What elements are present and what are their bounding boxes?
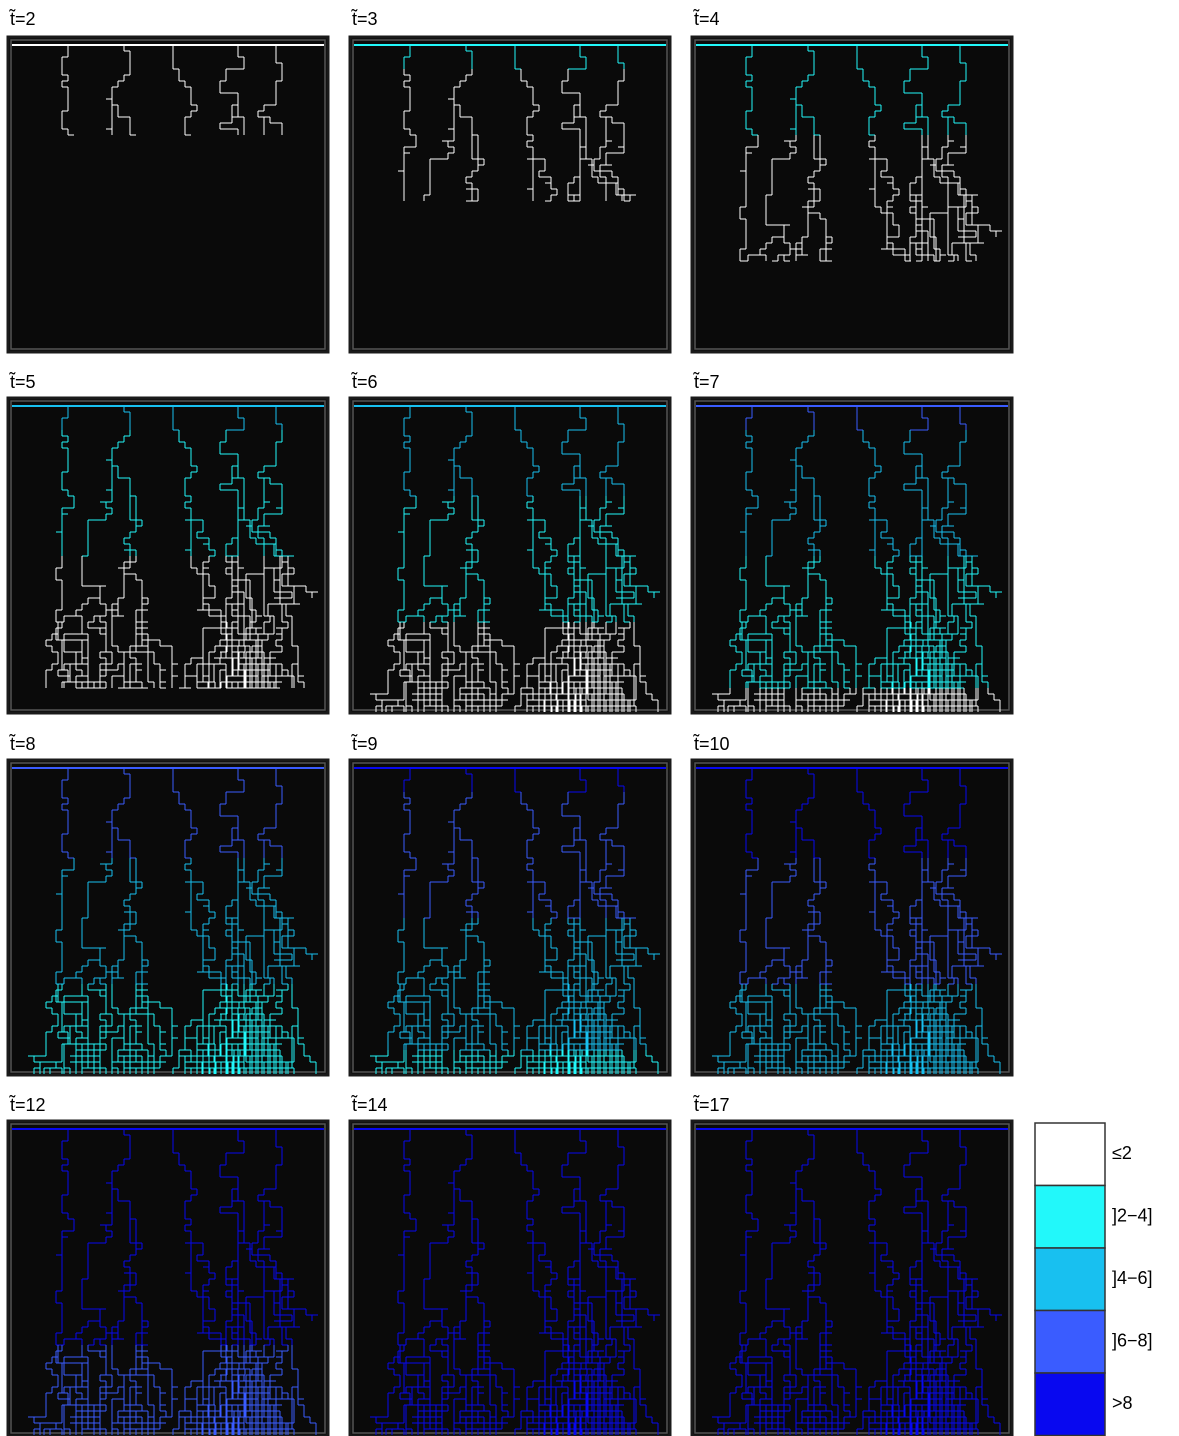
- panel-label: t̃=3: [350, 8, 377, 28]
- panel-inner-frame: [10, 762, 326, 1073]
- panel: [690, 758, 1014, 1077]
- panel-label: t̃=10: [692, 733, 729, 753]
- panel-label: t̃=6: [350, 371, 377, 391]
- crack-network: [370, 1050, 659, 1074]
- crack-network: [28, 984, 317, 1074]
- panel-inner-frame: [352, 1123, 668, 1434]
- panel: [348, 1119, 672, 1436]
- panel: [690, 396, 1014, 715]
- panel-inner-frame: [352, 39, 668, 350]
- panel-frame: [6, 35, 330, 354]
- crack-network: [740, 430, 978, 557]
- legend-label: ]2−4]: [1112, 1206, 1153, 1226]
- panel-label: t̃=8: [8, 733, 35, 753]
- panel-inner-frame: [352, 762, 668, 1073]
- panel-inner-frame: [10, 39, 326, 350]
- panel-label: t̃=14: [350, 1094, 387, 1114]
- crack-network: [370, 622, 659, 712]
- legend-swatch: [1034, 1122, 1106, 1187]
- crack-network: [729, 556, 1002, 689]
- legend-swatch: [1034, 1247, 1106, 1312]
- panel-inner-frame: [694, 762, 1010, 1073]
- panel: [6, 758, 330, 1077]
- crack-network: [61, 405, 283, 431]
- panel-inner-frame: [352, 400, 668, 711]
- crack-network: [61, 44, 283, 136]
- legend-swatch: [1034, 1309, 1106, 1374]
- crack-network: [61, 767, 283, 859]
- crack-network: [398, 792, 636, 919]
- crack-network: [403, 767, 625, 793]
- panel: [6, 396, 330, 715]
- legend-swatch: [1034, 1372, 1106, 1436]
- panel-label: t̃=12: [8, 1094, 45, 1114]
- legend-label: ≤2: [1112, 1143, 1132, 1163]
- panel-label: t̃=5: [8, 371, 35, 391]
- panel-label: t̃=17: [692, 1094, 729, 1114]
- crack-network: [397, 496, 660, 623]
- crack-network: [739, 858, 1002, 985]
- panel: [348, 758, 672, 1077]
- panel-inner-frame: [694, 39, 1010, 350]
- crack-network: [56, 430, 294, 557]
- crack-network: [387, 918, 660, 1051]
- crack-network: [745, 767, 967, 859]
- panel: [348, 35, 672, 354]
- panel: [348, 396, 672, 715]
- panel-label: t̃=4: [692, 8, 719, 28]
- legend-label: ]6−8]: [1112, 1331, 1153, 1351]
- crack-network: [55, 1128, 318, 1346]
- panel: [6, 35, 330, 354]
- legend-label: ]4−6]: [1112, 1268, 1153, 1288]
- crack-network: [45, 556, 318, 689]
- crack-network: [370, 1128, 660, 1435]
- panel-inner-frame: [10, 400, 326, 711]
- crack-network: [712, 984, 1001, 1074]
- crack-network: [28, 1345, 317, 1435]
- crack-network: [712, 688, 1001, 712]
- panel-label: t̃=7: [692, 371, 719, 391]
- panel-inner-frame: [10, 1123, 326, 1434]
- panel: [690, 35, 1014, 354]
- crack-network: [403, 44, 625, 70]
- crack-network: [398, 69, 636, 202]
- legend-swatch: [1034, 1184, 1106, 1249]
- panel: [6, 1119, 330, 1436]
- panel: [690, 1119, 1014, 1436]
- crack-network: [745, 44, 967, 136]
- panel-frame: [348, 396, 672, 715]
- crack-network: [739, 135, 1002, 262]
- panel-label: t̃=2: [8, 8, 35, 28]
- crack-network: [55, 858, 318, 985]
- legend-label: >8: [1112, 1393, 1133, 1413]
- panel-label: t̃=9: [350, 733, 377, 753]
- crack-network: [403, 405, 625, 497]
- crack-network: [745, 405, 967, 431]
- panel-inner-frame: [694, 400, 1010, 711]
- crack-network: [712, 1128, 1002, 1435]
- panel-inner-frame: [694, 1123, 1010, 1434]
